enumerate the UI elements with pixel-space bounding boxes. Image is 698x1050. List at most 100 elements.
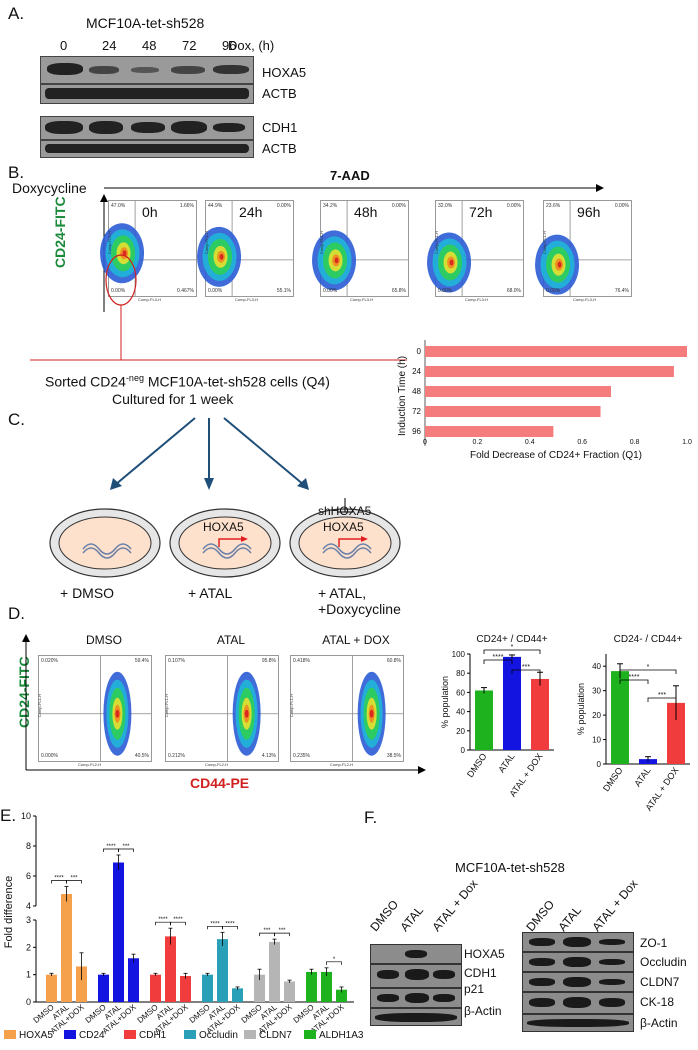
- panel-a-label: A.: [8, 4, 25, 23]
- flow-density-4: [535, 201, 631, 296]
- density-layer: [369, 709, 374, 718]
- sig-stars: ***: [122, 844, 130, 850]
- axis-y-label: Comp-FL1-H: [542, 230, 548, 255]
- dna-strand: [82, 547, 132, 559]
- condition-dmso: + DMSO: [60, 585, 115, 601]
- f-title: MCF10A-tet-sh528: [455, 860, 565, 875]
- bar-ATAL: [503, 656, 521, 750]
- cell-line-title: MCF10A-tet-sh528: [86, 15, 205, 31]
- x-tick: 0.2: [473, 439, 483, 446]
- axis-y-label: Comp-FL1-H: [289, 693, 295, 718]
- timepoint-0: 0: [60, 38, 68, 53]
- sig-stars: ****: [106, 844, 116, 850]
- bar-CLDN7-ATAL+DOX: [284, 981, 295, 1002]
- band: [529, 978, 555, 986]
- bar-HOXA5-ATAL+DOX: [76, 966, 87, 1002]
- y-tick: 20: [456, 727, 465, 736]
- axis-x-label: Comp-FL3-H: [138, 297, 162, 302]
- q4-value: 55.1%: [276, 288, 291, 294]
- q1-value: 44.9%: [208, 203, 223, 209]
- dish-cell: [298, 516, 392, 570]
- sig-stars: ***: [658, 692, 666, 699]
- category-label: 0: [417, 347, 422, 356]
- sorted-line-2: Cultured for 1 week: [112, 391, 234, 407]
- plot-time-0: 0h: [142, 204, 158, 220]
- arrow-line: [218, 538, 241, 547]
- f-right-label-0: ZO-1: [640, 936, 668, 950]
- f-right-label-2: CLDN7: [640, 975, 680, 989]
- dish-drawing: [49, 508, 161, 578]
- axis-y-label: Comp-FL1-H: [107, 230, 113, 255]
- sorted-line-1: Sorted CD24-neg MCF10A-tet-sh528 cells (…: [45, 373, 330, 390]
- sig-stars: ***: [522, 664, 530, 671]
- sig-stars: *: [647, 664, 650, 671]
- bar-CDH1-ATAL+DOX: [180, 976, 191, 1002]
- x-marker-7aad: 7-AAD: [330, 168, 370, 183]
- flow-plot-3: 72h 32.0% 0.00% 0.00% 68.0%: [427, 200, 524, 297]
- q4-value: 38.5%: [386, 753, 401, 759]
- bar-ATAL + DOX: [667, 702, 685, 764]
- q1-value: 0.020%: [41, 658, 58, 664]
- f-right-label-4: β-Actin: [640, 1016, 678, 1030]
- y-tick: 0: [26, 997, 31, 1007]
- sig-stars: ****: [173, 917, 183, 923]
- x-tick: 0.4: [525, 439, 535, 446]
- cd24pos-cd44pos-chart: CD24+ / CD44+ 0 20 40 60 80 100 % population DMS…: [440, 634, 554, 799]
- sig-bracket: [170, 921, 186, 926]
- promoter-arrow: [218, 536, 248, 547]
- y-tick: 3: [26, 915, 31, 925]
- y-marker-cd24: CD24-FITC: [52, 196, 68, 268]
- timepoint-24: 24: [102, 38, 117, 53]
- blot-f-occludin: [522, 952, 634, 972]
- f-right-label-1: Occludin: [640, 955, 687, 969]
- x-category: ATAL: [496, 751, 516, 774]
- blot-f-cdh1-p21: [370, 964, 462, 988]
- sorted-text-a: Sorted CD24: [45, 373, 126, 390]
- bar-ALDH1A3-DMSO: [306, 971, 317, 1002]
- blot-actb-2: [40, 140, 254, 158]
- q4-value: 65.8%: [391, 288, 406, 294]
- promoter-arrow: [338, 536, 368, 547]
- blot-f-zo1: [522, 932, 634, 952]
- legend-swatch: [244, 1030, 256, 1039]
- sig-stars: ***: [70, 876, 78, 882]
- q4-value: 40.5%: [134, 753, 149, 759]
- legend-label: Occludin: [199, 1030, 238, 1041]
- q3-value: 0.00%: [323, 288, 338, 294]
- bar-HOXA5-DMSO: [46, 974, 57, 1002]
- bar-ALDH1A3-ATAL: [321, 971, 332, 1002]
- bar-0: [425, 346, 687, 357]
- band: [529, 938, 555, 946]
- sig-bracket: [483, 649, 541, 654]
- x-category: DMSO: [601, 765, 625, 793]
- dna-strand: [82, 543, 132, 555]
- q1-value: 47.0%: [111, 203, 126, 209]
- y-axis-title: % population: [576, 683, 586, 735]
- flow-plot-d-1: 0.107% 95.8% 0.212% 4.13%: [165, 655, 279, 762]
- legend-label: ALDH1A3: [319, 1030, 364, 1041]
- axis-x-label: Comp-FL3-H: [465, 297, 489, 302]
- category-label: 72: [412, 407, 421, 416]
- legend-label: CD24: [79, 1030, 105, 1041]
- y-tick: 10: [592, 736, 601, 745]
- sig-bracket: [66, 880, 82, 884]
- blot-hoxa5: [40, 56, 254, 84]
- f-left-label-3: β-Actin: [464, 1004, 502, 1018]
- lane-left-0: DMSO: [367, 897, 402, 934]
- sig-stars: ****: [493, 654, 504, 661]
- y-tick: 10: [21, 811, 31, 821]
- blot-f-bactin-r: [522, 1014, 634, 1032]
- bar-HOXA5-ATAL: [61, 894, 72, 1002]
- condition-atal-dox-1: + ATAL,: [318, 585, 367, 601]
- axis-x-label: Comp-FL2-H: [330, 762, 354, 767]
- sig-bracket: [483, 659, 513, 664]
- q1-value: 32.0%: [438, 203, 453, 209]
- lane-left-1: ATAL: [397, 903, 427, 934]
- dish-1: HOXA5: [169, 508, 281, 578]
- axis-y-label: Comp-FL1-H: [37, 693, 43, 718]
- flow-plot-d-0: 0.020% 59.4% 0.000% 40.5%: [38, 655, 152, 762]
- cd24neg-cd44pos-chart: CD24- / CD44+ 0 10 20 30 40 % population DMSO AT…: [576, 634, 690, 813]
- band: [563, 957, 591, 967]
- panel-d-label: D.: [8, 604, 25, 623]
- blot-f-hoxa5: [370, 944, 462, 964]
